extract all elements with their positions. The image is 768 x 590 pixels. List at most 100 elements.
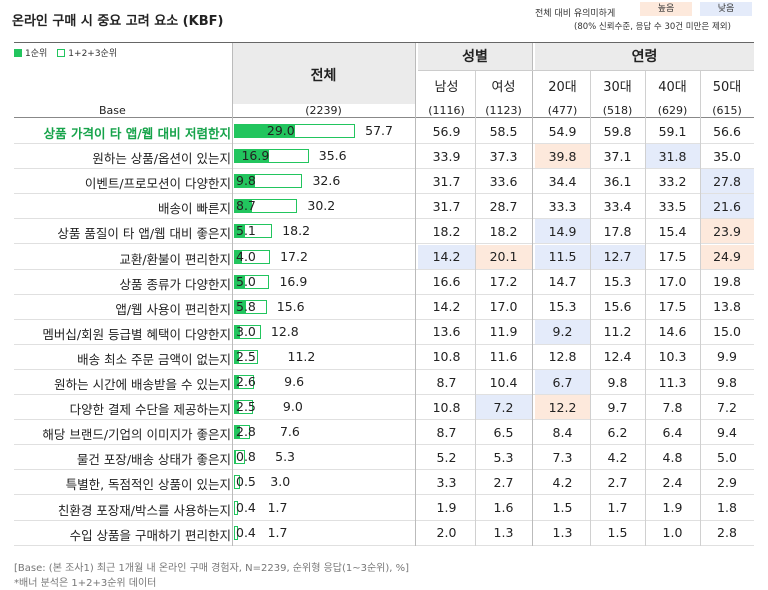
- table-row: 상품 종류가 다양한지 5.0 16.9 16.6 17.2 14.7 15.3 17.0 19…: [14, 270, 754, 295]
- data-cell: 14.2: [418, 244, 475, 269]
- data-cell: 24.9: [700, 244, 754, 269]
- data-cell: 9.8: [717, 374, 737, 390]
- value-rank1: 5.0: [236, 273, 256, 289]
- row-label: 이벤트/프로모션이 다양한지: [84, 176, 231, 192]
- data-cell: 4.2: [607, 449, 628, 465]
- data-cell: 15.3: [548, 299, 577, 315]
- row-label: 앱/웹 사용이 편리한지: [115, 301, 231, 317]
- bar-rank1: [234, 299, 247, 314]
- base-cell: (1123): [485, 104, 522, 117]
- bar-rank1: [234, 324, 241, 339]
- value-rank123: 35.6: [318, 148, 347, 164]
- row-label: 상품 품질이 타 앱/웹 대비 좋은지: [57, 226, 231, 242]
- value-rank1: 0.8: [236, 449, 256, 465]
- column-divider: [590, 71, 591, 546]
- bar-rank1: [234, 274, 245, 289]
- data-cell: 2.0: [436, 525, 457, 541]
- significance-note: (80% 신뢰수준, 응답 수 30건 미만은 제외): [574, 22, 731, 32]
- data-cell: 59.1: [658, 123, 687, 139]
- data-cell: 1.0: [662, 525, 683, 541]
- column-divider: [475, 71, 476, 546]
- data-cell: 56.9: [432, 123, 461, 139]
- row-label: 원하는 시간에 배송받을 수 있는지: [54, 377, 231, 392]
- row-label: 수입 상품을 구매하기 편리한지: [69, 527, 231, 543]
- column-divider: [232, 43, 233, 546]
- value-rank123: 17.2: [280, 248, 308, 264]
- data-cell: 17.0: [489, 299, 518, 315]
- data-cell: 58.5: [489, 123, 518, 139]
- table-row: 이벤트/프로모션이 다양한지 9.8 32.6 31.7 33.6 34.4 36.1 33.…: [14, 169, 754, 195]
- value-rank1: 8.7: [236, 198, 256, 214]
- header-col-20s: 20대: [548, 80, 577, 95]
- column-divider: [700, 71, 701, 546]
- data-cell: 15.3: [603, 274, 632, 290]
- data-cell: 39.8: [535, 144, 590, 169]
- legend-swatch-rank123: [57, 48, 66, 57]
- data-cell: 12.8: [548, 349, 577, 365]
- data-cell: 13.6: [432, 324, 461, 340]
- data-cell: 9.8: [607, 374, 628, 390]
- base-cell: (615): [712, 104, 742, 117]
- table-row: 친환경 포장재/박스를 사용하는지 0.4 1.7 1.9 1.6 1.5 1.7 1.9 1.…: [14, 496, 754, 521]
- data-cell: 18.2: [489, 223, 518, 239]
- data-cell: 8.7: [436, 424, 457, 440]
- data-cell: 37.1: [603, 148, 632, 164]
- data-cell: 7.8: [662, 399, 683, 415]
- value-rank123: 32.6: [312, 173, 341, 189]
- bar-rank1: [234, 149, 270, 164]
- value-rank123: 5.3: [275, 449, 296, 465]
- data-cell: 56.6: [713, 123, 741, 139]
- data-cell: 2.4: [662, 474, 683, 490]
- data-cell: 31.7: [432, 173, 461, 189]
- data-cell: 33.6: [489, 173, 518, 189]
- base-label: Base: [99, 104, 126, 117]
- data-cell: 9.2: [535, 319, 590, 344]
- data-cell: 27.8: [700, 169, 754, 194]
- data-cell: 33.4: [603, 198, 632, 214]
- header-col-50s: 50대: [712, 80, 742, 95]
- table-row: 수입 상품을 구매하기 편리한지 0.4 1.7 2.0 1.3 1.3 1.5 1.0 2.8: [14, 521, 754, 546]
- bar-rank1: [234, 224, 245, 239]
- bar-rank1: [234, 475, 236, 490]
- data-cell: 12.7: [590, 244, 645, 269]
- data-cell: 6.7: [535, 370, 590, 395]
- bar-rank1: [234, 425, 240, 440]
- value-rank123: 12.8: [270, 323, 299, 339]
- value-rank1: 9.8: [236, 173, 256, 189]
- value-rank123: 15.6: [276, 298, 305, 314]
- table-row: 배송 최소 주문 금액이 없는지 2.5 11.2 10.8 11.6 12.8 12.4 1…: [14, 345, 754, 370]
- table-top-rule: [14, 42, 754, 43]
- legend-label-rank1: 1순위: [25, 49, 48, 59]
- data-cell: 2.8: [717, 525, 737, 541]
- chart-legend: 1순위 1+2+3순위: [14, 46, 117, 59]
- data-cell: 7.2: [717, 399, 737, 415]
- table-row: 상품 품질이 타 앱/웹 대비 좋은지 5.1 18.2 18.2 18.2 14.9 17…: [14, 219, 754, 245]
- value-rank1: 5.8: [236, 298, 256, 314]
- data-cell: 5.0: [717, 449, 737, 465]
- data-cell: 1.6: [493, 500, 514, 516]
- data-cell: 13.8: [713, 299, 741, 315]
- data-cell: 31.8: [645, 144, 700, 169]
- data-cell: 11.3: [658, 374, 687, 390]
- data-cell: 15.4: [658, 223, 687, 239]
- data-cell: 16.6: [432, 274, 461, 290]
- base-cell: (1116): [428, 104, 465, 117]
- row-label: 해당 브랜드/기업의 이미지가 좋은지: [42, 427, 231, 443]
- bar-rank1: [234, 199, 253, 214]
- header-age: 연령: [535, 43, 754, 71]
- table-row: 원하는 시간에 배송받을 수 있는지 2.6 9.6 8.7 10.4 6.7 9.8 11.…: [14, 370, 754, 396]
- value-rank1: 2.8: [236, 424, 256, 440]
- base-cell: (477): [547, 104, 578, 117]
- data-cell: 33.5: [658, 198, 687, 214]
- row-label: 친환경 포장재/박스를 사용하는지: [57, 502, 231, 518]
- data-cell: 1.7: [607, 500, 628, 516]
- significance-low-legend: 낮음: [700, 2, 752, 16]
- data-cell: 2.7: [607, 474, 628, 490]
- data-cell: 10.8: [432, 349, 461, 365]
- base-cell: (629): [657, 104, 688, 117]
- header-total-label: 전체: [310, 68, 337, 84]
- header-subrule: [418, 70, 754, 71]
- data-cell: 11.2: [603, 324, 632, 340]
- data-cell: 9.4: [717, 424, 737, 440]
- data-cell: 59.8: [603, 123, 632, 139]
